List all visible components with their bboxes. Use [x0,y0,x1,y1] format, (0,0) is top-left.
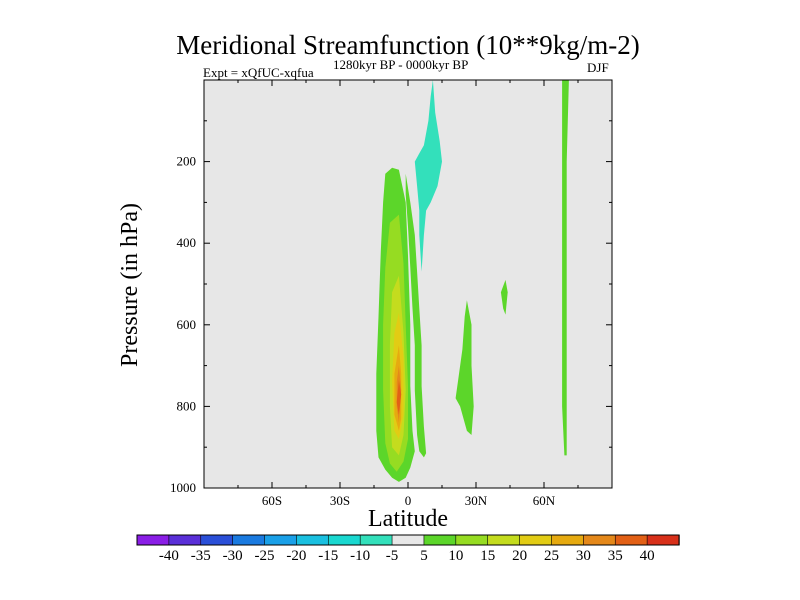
colorbar-swatch [136,534,170,546]
contour-regions [376,80,569,482]
colorbar-tick-label: -20 [286,548,306,564]
colorbar-swatch [232,534,266,546]
colorbar-swatch [391,534,425,546]
colorbar-frame [136,534,680,546]
x-tick-label: 60N [533,493,556,508]
chart-title: Meridional Streamfunction (10**9kg/m-2) [176,30,639,60]
x-axis-label: Latitude [368,506,448,532]
y-axis-label: Pressure (in hPa) [117,203,143,367]
colorbar-swatch [455,534,489,546]
colorbar-swatch [519,534,553,546]
colorbar-tick-label: -10 [350,548,370,564]
colorbar-tick-label: -5 [386,548,399,564]
experiment-label: Expt = xQfUC-xqfua [203,65,314,80]
y-tick-label: 800 [177,398,197,413]
axis-ticks: 60S 30S 0 30N 60N 200 400 600 800 1000 [170,80,612,508]
contour-upper-tropical-band [414,80,442,272]
colorbar-swatch [614,534,648,546]
colorbar-swatch [359,534,393,546]
x-tick-label: 60S [262,493,282,508]
colorbar-swatch [551,534,585,546]
contour-positive-cell-35 [396,379,402,415]
colorbar: -40 -35 -30 -25 -20 -15 -10 -5 5 10 15 20 25 30 35 40 [136,534,680,564]
colorbar-swatch [583,534,616,546]
colorbar-tick-label: 5 [420,548,428,564]
colorbar-tick-label: 10 [448,548,463,564]
colorbar-swatch [168,534,202,546]
season-label: DJF [587,60,609,75]
colorbar-swatch [646,534,680,546]
y-tick-label: 1000 [170,480,196,495]
colorbar-tick-label: 25 [544,548,559,564]
colorbar-tick-label: -15 [318,548,338,564]
y-tick-label: 600 [177,317,197,332]
contour-northern-cell-b [500,279,508,315]
colorbar-swatch [264,534,298,546]
colorbar-tick-label: 35 [608,548,623,564]
colorbar-tick-label: -35 [191,548,211,564]
colorbar-tick-label: 15 [480,548,495,564]
colorbar-tick-label: 40 [640,548,655,564]
contour-northern-cell-a [455,300,474,435]
x-tick-label: 30N [465,493,488,508]
colorbar-swatch [200,534,234,546]
x-tick-label: 30S [330,493,350,508]
y-tick-label: 400 [177,235,197,250]
colorbar-swatch [487,534,521,546]
colorbar-swatch [327,534,361,546]
colorbar-tick-label: 30 [576,548,591,564]
contour-upper-branch-5 [405,173,427,458]
colorbar-swatch [296,534,329,546]
colorbar-tick-label: -25 [255,548,275,564]
contour-polar-column [562,80,569,456]
colorbar-tick-label: 20 [512,548,527,564]
period-label: 1280kyr BP - 0000kyr BP [333,57,468,72]
x-tick-label: 0 [405,493,412,508]
colorbar-swatch [423,534,457,546]
colorbar-tick-label: -40 [159,548,179,564]
y-tick-label: 200 [177,154,197,169]
colorbar-tick-label: -30 [223,548,243,564]
